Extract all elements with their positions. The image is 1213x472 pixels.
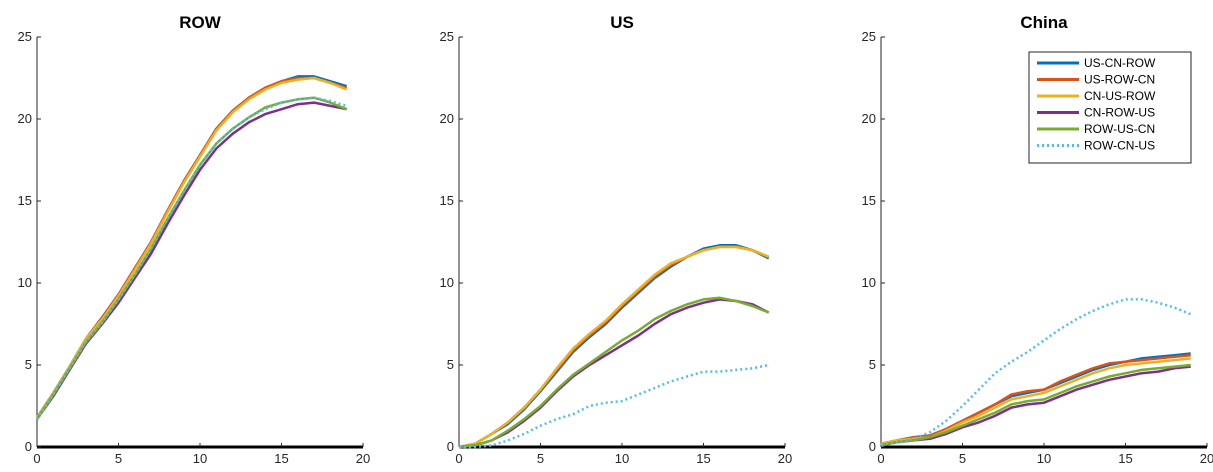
- series-line-us-cn-row: [880, 352, 1191, 445]
- series-line-row-us-cn: [35, 96, 348, 420]
- y-tick-label: 15: [862, 193, 876, 208]
- series-line-us-row-cn: [880, 353, 1191, 445]
- series-line-row-us-cn: [458, 296, 770, 449]
- legend-label-cn-us-row: CN-US-ROW: [1084, 89, 1156, 103]
- legend-label-row-us-cn: ROW-US-CN: [1084, 122, 1155, 136]
- y-tick-label: 15: [440, 193, 454, 208]
- chart-title: China: [1020, 13, 1068, 32]
- y-tick-label: 10: [862, 275, 876, 290]
- x-tick-label: 20: [356, 451, 370, 466]
- y-tick-label: 0: [869, 439, 876, 454]
- series-line-row-us-cn: [880, 363, 1191, 447]
- chart-panel-2: 0 5 10 15 20 25 0 5 10 15 20 China US-CN-ROW US-ROW-C…: [862, 13, 1213, 466]
- x-tick-label: 10: [193, 451, 207, 466]
- y-tick-label: 0: [447, 439, 454, 454]
- x-tick-label: 5: [537, 451, 544, 466]
- x-tick-label: 20: [778, 451, 792, 466]
- x-tick-label: 5: [115, 451, 122, 466]
- series-line-us-row-cn: [35, 76, 348, 419]
- y-tick-label: 20: [18, 111, 32, 126]
- series-line-row-cn-us: [459, 363, 769, 449]
- series-line-cn-row-us: [458, 298, 770, 449]
- y-tick-label: 20: [440, 111, 454, 126]
- series-line-us-cn-row: [35, 75, 348, 419]
- y-tick-label: 25: [862, 29, 876, 44]
- legend-box: [1028, 51, 1192, 164]
- y-tick-label: 0: [25, 439, 32, 454]
- x-tick-label: 10: [615, 451, 629, 466]
- series-line-row-cn-us: [35, 96, 348, 420]
- y-tick-label: 25: [18, 29, 32, 44]
- y-tick-label: 5: [869, 357, 876, 372]
- legend-label-cn-row-us: CN-ROW-US: [1084, 106, 1155, 120]
- y-tick-label: 10: [18, 275, 32, 290]
- y-tick-label: 10: [440, 275, 454, 290]
- x-tick-label: 15: [696, 451, 710, 466]
- y-tick-label: 5: [25, 357, 32, 372]
- y-tick-label: 20: [862, 111, 876, 126]
- x-tick-label: 0: [33, 451, 40, 466]
- x-tick-label: 0: [877, 451, 884, 466]
- x-tick-label: 0: [455, 451, 462, 466]
- legend-label-us-row-cn: US-ROW-CN: [1084, 73, 1155, 87]
- series-line-cn-row-us: [35, 101, 347, 420]
- y-tick-label: 5: [447, 357, 454, 372]
- x-tick-label: 15: [1118, 451, 1132, 466]
- x-tick-label: 5: [959, 451, 966, 466]
- chart-panel-0: 0 5 10 15 20 25 0 5 10 15 20 ROW: [18, 13, 371, 466]
- y-tick-label: 15: [18, 193, 32, 208]
- chart-title: ROW: [179, 13, 222, 32]
- legend-label-row-cn-us: ROW-CN-US: [1084, 139, 1155, 153]
- y-tick-label: 25: [440, 29, 454, 44]
- x-tick-label: 10: [1037, 451, 1051, 466]
- series-line-cn-us-row: [35, 76, 348, 419]
- series-line-cn-row-us: [880, 365, 1191, 447]
- chart-panel-1: 0 5 10 15 20 25 0 5 10 15 20 US: [440, 13, 793, 466]
- series-line-cn-us-row: [458, 245, 770, 449]
- chart-title: US: [610, 13, 634, 32]
- legend-label-us-cn-row: US-CN-ROW: [1084, 56, 1156, 70]
- x-tick-label: 15: [274, 451, 288, 466]
- x-tick-label: 20: [1200, 451, 1213, 466]
- legend: US-CN-ROW US-ROW-CN CN-US-ROW CN-ROW-US ROW-…: [1028, 51, 1192, 164]
